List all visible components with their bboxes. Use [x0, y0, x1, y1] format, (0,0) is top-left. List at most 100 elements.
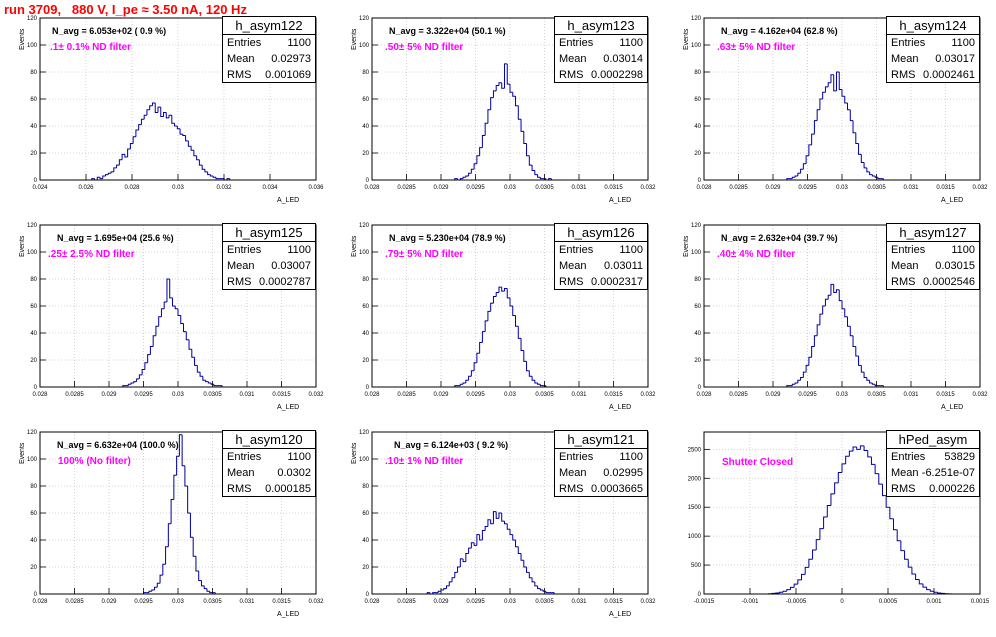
- mean-value: 0.03011: [604, 258, 643, 274]
- x-tick-label: 0.0285: [397, 599, 416, 605]
- histogram-bin: [518, 547, 521, 554]
- x-tick-label: 0.031: [571, 392, 587, 398]
- y-tick-label: 60: [30, 511, 37, 517]
- y-tick-label: 80: [362, 277, 369, 283]
- histogram-bin: [197, 156, 200, 160]
- histogram-bin: [853, 336, 856, 347]
- y-tick-label: 100: [27, 457, 38, 463]
- histogram-bin: [825, 87, 828, 92]
- x-tick-label: 0.0295: [798, 185, 817, 191]
- histogram-bin: [864, 446, 868, 451]
- histogram-bin: [152, 590, 155, 591]
- histogram-bin: [518, 106, 521, 120]
- entries-label: Entries: [559, 242, 593, 258]
- x-tick-label: 0.03: [504, 392, 516, 398]
- histogram-bin: [482, 531, 485, 540]
- y-tick-label: 120: [691, 16, 702, 22]
- histogram-bin: [119, 160, 122, 165]
- histogram-bin: [444, 589, 447, 590]
- histogram-bin: [182, 435, 185, 466]
- y-axis-label: Events: [351, 443, 358, 464]
- histogram-bin: [849, 451, 853, 456]
- x-tick-label: 0.0305: [867, 185, 886, 191]
- histogram-bin: [139, 125, 142, 130]
- x-tick-label: 0.029: [433, 599, 449, 605]
- histogram-bin: [207, 589, 210, 592]
- y-tick-label: 40: [362, 538, 369, 544]
- entries-value: 1100: [287, 242, 311, 258]
- histogram-bin: [184, 324, 187, 332]
- histogram-bin: [195, 357, 198, 365]
- y-tick-label: 120: [359, 16, 370, 22]
- rms-label: RMS: [227, 481, 251, 497]
- x-tick-label: -0.0015: [694, 599, 715, 605]
- x-tick-label: 0.028: [32, 599, 48, 605]
- y-tick-label: 60: [362, 304, 369, 310]
- histogram-bin: [180, 129, 183, 134]
- histogram-bin: [466, 554, 469, 562]
- x-tick-label: 0.0315: [604, 185, 623, 191]
- filter-annotation: .25± 2.5% ND filter: [48, 249, 135, 260]
- y-axis-label: Events: [19, 236, 26, 257]
- x-tick-label: 0.03: [172, 599, 184, 605]
- histogram-bin: [496, 86, 499, 91]
- histogram-bin: [203, 376, 206, 380]
- x-axis-label: A_LED: [277, 197, 299, 204]
- histogram-bin: [831, 494, 835, 506]
- histogram-bin: [482, 135, 485, 147]
- histogram-bin: [783, 591, 787, 592]
- y-tick-label: 120: [27, 16, 38, 22]
- histogram-bin: [134, 382, 137, 383]
- histogram-bin: [790, 587, 794, 589]
- histogram-bin: [491, 303, 494, 311]
- rms-value: 0.0003665: [591, 481, 643, 497]
- mean-value: 0.0302: [277, 465, 311, 481]
- x-tick-label: 0.0285: [65, 392, 84, 398]
- histogram-bin: [823, 306, 826, 314]
- histogram-bin: [842, 464, 846, 473]
- histogram-bin: [521, 119, 524, 131]
- rms-value: 0.0002546: [923, 274, 975, 290]
- x-tick-label: 0.026: [78, 185, 94, 191]
- filter-annotation: 100% (No filter): [58, 456, 131, 467]
- histogram-bin: [845, 309, 848, 317]
- x-tick-label: 0.0295: [798, 392, 817, 398]
- x-tick-label: 0.028: [696, 185, 712, 191]
- x-tick-label: 0.029: [765, 392, 781, 398]
- x-tick-label: 0.032: [640, 392, 656, 398]
- histogram-bin: [816, 540, 820, 550]
- histogram-bin: [864, 162, 867, 167]
- x-tick-label: 0.0295: [466, 392, 485, 398]
- x-tick-label: 0.034: [262, 185, 278, 191]
- y-tick-label: 100: [27, 250, 38, 256]
- histogram-bin: [175, 306, 178, 309]
- mean-label: Mean: [559, 465, 587, 481]
- y-tick-label: 0: [366, 178, 370, 184]
- y-tick-label: 80: [694, 70, 701, 76]
- histogram-bin: [798, 580, 802, 584]
- filter-annotation: .1± 0.1% ND filter: [50, 42, 131, 53]
- mean-value: 0.03007: [271, 258, 311, 274]
- histogram-bin: [200, 372, 203, 376]
- histogram-bars: [92, 103, 236, 180]
- histogram-bin: [128, 384, 131, 385]
- histogram-bin: [516, 96, 519, 105]
- histogram-bin: [185, 466, 188, 486]
- y-tick-label: 40: [30, 331, 37, 337]
- y-tick-label: 2500: [688, 447, 702, 453]
- histogram-bin: [190, 513, 193, 537]
- histogram-bin: [809, 145, 812, 156]
- histogram-bin: [149, 591, 152, 592]
- histogram-bin: [192, 349, 195, 357]
- x-tick-label: 0.028: [364, 185, 380, 191]
- histogram-bin: [527, 567, 530, 572]
- histogram-bin: [912, 567, 916, 574]
- histogram-bin: [927, 587, 931, 589]
- histogram-bin: [872, 383, 875, 384]
- histogram-bin: [148, 355, 151, 363]
- y-tick-label: 0: [34, 178, 38, 184]
